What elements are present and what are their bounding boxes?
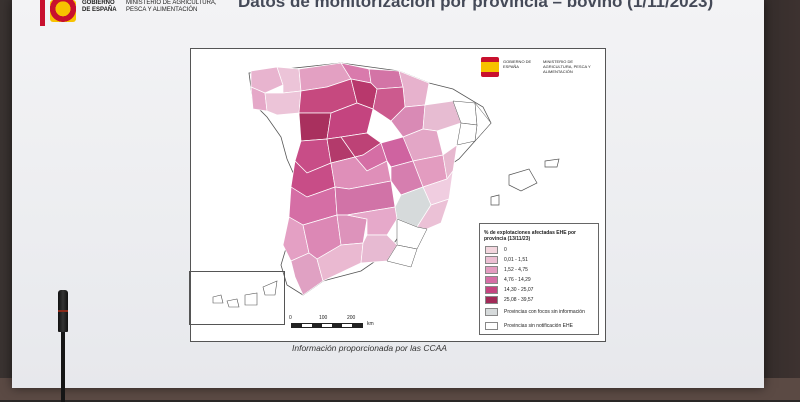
province-alicante bbox=[416, 198, 450, 230]
legend-item: 0 bbox=[485, 245, 507, 254]
province-zamora bbox=[298, 112, 332, 142]
flag-bar bbox=[40, 0, 45, 26]
legend-item: 25,08 - 39,57 bbox=[485, 295, 534, 304]
legend-swatch bbox=[485, 255, 498, 264]
legend-item: Provincias sin notificación EHE bbox=[485, 321, 573, 330]
legend-title: % de explotaciones afectadas EHE por pro… bbox=[484, 230, 576, 242]
scale-bar: 0 100 200 km bbox=[289, 315, 374, 329]
legend-item: 0,01 - 1,51 bbox=[485, 255, 528, 264]
province-murcia bbox=[396, 218, 428, 250]
province-a-coruna bbox=[250, 66, 284, 94]
legend-label: Provincias con focos sin información bbox=[504, 308, 585, 315]
legend-item: 14,30 - 25,07 bbox=[485, 285, 534, 294]
legend-item: 4,76 - 14,29 bbox=[485, 275, 531, 284]
map-ministry-logo: GOBIERNO DE ESPAÑA MINISTERIO DE AGRICUL… bbox=[481, 55, 596, 81]
legend-label: 0 bbox=[504, 246, 507, 253]
legend-swatch bbox=[485, 285, 498, 294]
legend-swatch bbox=[485, 321, 498, 330]
legend-swatch bbox=[485, 307, 498, 316]
island-mallorca bbox=[508, 168, 538, 192]
coat-of-arms-icon bbox=[481, 57, 499, 77]
legend-label: 25,08 - 39,57 bbox=[504, 296, 534, 303]
legend-label: 4,76 - 14,29 bbox=[504, 276, 531, 283]
map-panel: GOBIERNO DE ESPAÑA MINISTERIO DE AGRICUL… bbox=[189, 48, 606, 342]
government-logo: GOBIERNO DE ESPAÑA MINISTERIO DE AGRICUL… bbox=[40, 0, 220, 26]
legend-label: Provincias sin notificación EHE bbox=[504, 322, 573, 329]
spain-province-map bbox=[212, 62, 560, 308]
province-huesca bbox=[422, 100, 462, 132]
microphone-ring bbox=[58, 310, 68, 312]
island-canary-1 bbox=[212, 294, 224, 304]
scale-label-200: 200 bbox=[347, 315, 356, 321]
projection-screen: GOBIERNO DE ESPAÑA MINISTERIO DE AGRICUL… bbox=[12, 0, 764, 388]
province-cordoba bbox=[336, 214, 368, 246]
legend-swatch bbox=[485, 295, 498, 304]
map-logo-gov: GOBIERNO DE ESPAÑA bbox=[503, 59, 532, 69]
island-ibiza bbox=[490, 194, 500, 206]
island-canary-3 bbox=[244, 292, 258, 306]
scale-label-0: 0 bbox=[289, 315, 292, 321]
map-legend: % de explotaciones afectadas EHE por pro… bbox=[479, 223, 599, 335]
legend-label: 1,52 - 4,75 bbox=[504, 266, 528, 273]
legend-item: Provincias con focos sin información bbox=[485, 307, 585, 316]
province-tarragona bbox=[456, 122, 478, 146]
gov-label: GOBIERNO DE ESPAÑA bbox=[82, 0, 117, 13]
legend-label: 0,01 - 1,51 bbox=[504, 256, 528, 263]
legend-item: 1,52 - 4,75 bbox=[485, 265, 528, 274]
canary-islands-inset bbox=[189, 271, 285, 325]
slide-title: Datos de monitorización por provincia – … bbox=[238, 0, 714, 11]
map-logo-ministry: MINISTERIO DE AGRICULTURA, PESCA Y ALIME… bbox=[543, 59, 591, 74]
ministry-label: MINISTERIO DE AGRICULTURA, PESCA Y ALIME… bbox=[126, 0, 217, 13]
legend-swatch bbox=[485, 245, 498, 254]
microphone-stem bbox=[61, 332, 65, 402]
island-canary-4 bbox=[262, 280, 278, 296]
province-ourense bbox=[264, 90, 302, 116]
island-canary-2 bbox=[226, 298, 240, 308]
map-caption: Información proporcionada por las CCAA bbox=[292, 343, 447, 353]
coat-of-arms-icon bbox=[50, 0, 76, 22]
legend-swatch bbox=[485, 275, 498, 284]
scale-unit: km bbox=[367, 321, 374, 327]
scale-label-100: 100 bbox=[319, 315, 328, 321]
legend-swatch bbox=[485, 265, 498, 274]
legend-label: 14,30 - 25,07 bbox=[504, 286, 534, 293]
scale-bar-graphic bbox=[291, 323, 363, 328]
island-menorca bbox=[544, 158, 560, 168]
province-almeria bbox=[386, 244, 418, 268]
microphone bbox=[58, 290, 68, 402]
